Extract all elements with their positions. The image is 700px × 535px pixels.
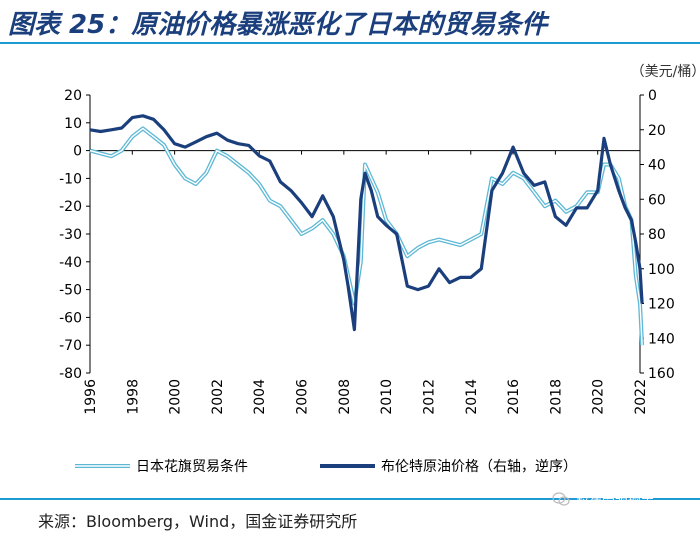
legend-label-brent: 布伦特原油价格（右轴，逆序） <box>381 459 577 475</box>
x-tick-label: 2022 <box>633 379 649 415</box>
x-tick-label: 2002 <box>210 379 226 415</box>
y-left-tick-label: 20 <box>64 88 82 104</box>
chart-svg: 20100-10-20-30-40-50-60-70-8002040608010… <box>59 64 700 475</box>
y-left-tick-label: -60 <box>59 310 82 326</box>
y-right-tick-label: 60 <box>648 192 666 208</box>
series-terms-of-trade-core <box>89 127 643 346</box>
x-tick-label: 1996 <box>83 379 99 415</box>
source-note: 来源：Bloomberg，Wind，国金证券研究所 <box>38 512 358 531</box>
bottom-divider <box>0 498 700 500</box>
y-left-tick-label: 0 <box>73 144 82 160</box>
y-left-tick-label: -80 <box>59 366 82 382</box>
x-tick-label: 2010 <box>379 379 395 415</box>
y-left-tick-label: -10 <box>59 171 82 187</box>
y-right-tick-label: 0 <box>648 88 657 104</box>
series-brent-line <box>89 114 644 332</box>
y-right-tick-label: 40 <box>648 158 666 174</box>
y-left-tick-label: 10 <box>64 116 82 132</box>
top-divider <box>0 42 700 44</box>
right-axis-unit: （美元/桶） <box>631 64 700 80</box>
y-right-tick-label: 80 <box>648 227 666 243</box>
y-right-tick-label: 160 <box>648 366 675 382</box>
y-left-tick-label: -40 <box>59 255 82 271</box>
x-tick-label: 1998 <box>125 379 141 415</box>
chart-title: 图表 25：原油价格暴涨恶化了日本的贸易条件 <box>8 10 548 40</box>
watermark-text: 赵伟宏观探索 <box>576 497 655 512</box>
x-tick-label: 2008 <box>337 379 353 415</box>
y-right-tick-label: 140 <box>648 331 675 347</box>
x-tick-label: 2000 <box>168 379 184 415</box>
y-left-tick-label: -20 <box>59 199 82 215</box>
y-right-tick-label: 20 <box>648 123 666 139</box>
x-tick-label: 2018 <box>548 379 564 415</box>
y-left-tick-label: -50 <box>59 283 82 299</box>
y-left-tick-label: -70 <box>59 338 82 354</box>
x-tick-label: 2012 <box>421 379 437 415</box>
x-tick-label: 2004 <box>252 379 268 415</box>
wechat-icon <box>552 492 570 506</box>
y-left-tick-label: -30 <box>59 227 82 243</box>
x-tick-label: 2016 <box>506 379 522 415</box>
x-tick-label: 2020 <box>591 379 607 415</box>
y-right-tick-label: 100 <box>648 262 675 278</box>
x-tick-label: 2014 <box>464 379 480 415</box>
legend-label-terms: 日本花旗贸易条件 <box>136 458 248 475</box>
x-tick-label: 2006 <box>295 379 311 415</box>
y-right-tick-label: 120 <box>648 297 675 313</box>
